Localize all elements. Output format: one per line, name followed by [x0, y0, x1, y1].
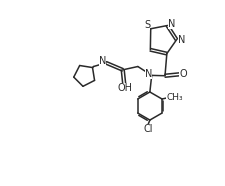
Text: N: N — [178, 35, 185, 45]
Text: N: N — [99, 56, 106, 66]
Text: OH: OH — [117, 83, 133, 93]
Text: Cl: Cl — [143, 124, 153, 134]
Text: CH₃: CH₃ — [166, 93, 183, 102]
Text: N: N — [145, 69, 152, 79]
Text: N: N — [168, 19, 176, 29]
Text: S: S — [144, 20, 150, 31]
Text: O: O — [179, 69, 187, 79]
